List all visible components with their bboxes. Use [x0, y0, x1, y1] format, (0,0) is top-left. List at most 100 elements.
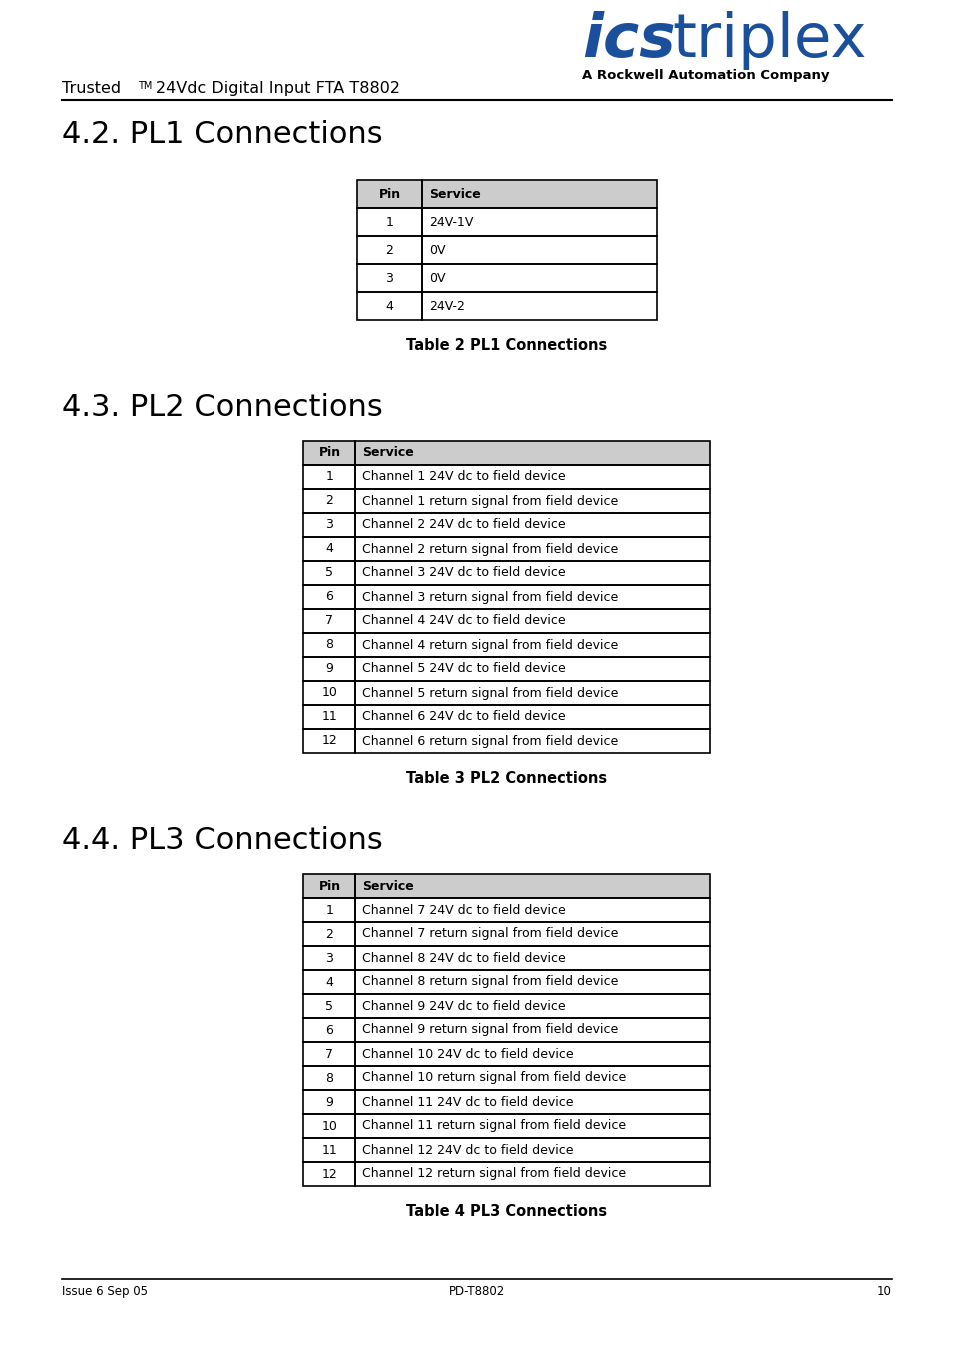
Text: 12: 12: [321, 735, 337, 747]
Text: Channel 7 return signal from field device: Channel 7 return signal from field devic…: [362, 928, 618, 940]
Text: 6: 6: [325, 590, 334, 604]
Text: Channel 1 24V dc to field device: Channel 1 24V dc to field device: [362, 470, 565, 484]
Bar: [355, 657, 710, 681]
Text: 5: 5: [325, 1000, 334, 1012]
Text: Pin: Pin: [318, 446, 340, 459]
Text: 2: 2: [385, 243, 393, 257]
Bar: [303, 681, 710, 705]
Bar: [355, 1090, 710, 1115]
Text: Channel 5 return signal from field device: Channel 5 return signal from field devic…: [362, 686, 618, 700]
Bar: [355, 513, 710, 536]
Bar: [303, 465, 710, 489]
Bar: [303, 705, 355, 730]
Bar: [303, 705, 710, 730]
Text: Issue 6 Sep 05: Issue 6 Sep 05: [62, 1285, 148, 1298]
Bar: [303, 440, 355, 465]
Text: 10: 10: [321, 1120, 337, 1132]
Text: 4: 4: [325, 543, 334, 555]
Text: 1: 1: [325, 470, 334, 484]
Text: PD-T8802: PD-T8802: [449, 1285, 504, 1298]
Bar: [303, 536, 710, 561]
Bar: [303, 657, 355, 681]
Bar: [303, 1066, 355, 1090]
Text: 2: 2: [325, 928, 334, 940]
Bar: [303, 874, 355, 898]
Text: Channel 4 return signal from field device: Channel 4 return signal from field devic…: [362, 639, 618, 651]
Bar: [303, 585, 710, 609]
Bar: [355, 489, 710, 513]
Bar: [303, 489, 710, 513]
Text: Table 3 PL2 Connections: Table 3 PL2 Connections: [406, 771, 607, 786]
Bar: [303, 921, 710, 946]
Bar: [355, 921, 710, 946]
Bar: [355, 946, 710, 970]
Bar: [355, 705, 710, 730]
Bar: [355, 1115, 710, 1138]
Bar: [355, 1019, 710, 1042]
Text: Channel 12 return signal from field device: Channel 12 return signal from field devi…: [362, 1167, 626, 1181]
Text: Pin: Pin: [318, 880, 340, 893]
Text: ics: ics: [581, 11, 675, 70]
Bar: [355, 970, 710, 994]
Bar: [421, 263, 657, 292]
Text: Service: Service: [429, 188, 480, 200]
Text: Channel 3 24V dc to field device: Channel 3 24V dc to field device: [362, 566, 565, 580]
Text: 7: 7: [325, 1047, 334, 1061]
Bar: [356, 263, 657, 292]
Bar: [303, 609, 355, 634]
Text: Channel 11 return signal from field device: Channel 11 return signal from field devi…: [362, 1120, 626, 1132]
Bar: [303, 970, 710, 994]
Bar: [355, 994, 710, 1019]
Bar: [303, 585, 355, 609]
Bar: [303, 730, 355, 753]
Bar: [355, 1138, 710, 1162]
Bar: [303, 970, 355, 994]
Bar: [303, 561, 710, 585]
Bar: [356, 208, 657, 236]
Bar: [303, 994, 355, 1019]
Bar: [303, 465, 355, 489]
Text: Channel 8 return signal from field device: Channel 8 return signal from field devic…: [362, 975, 618, 989]
Text: 5: 5: [325, 566, 334, 580]
Text: Service: Service: [362, 446, 414, 459]
Bar: [355, 609, 710, 634]
Bar: [303, 921, 355, 946]
Text: 4.2. PL1 Connections: 4.2. PL1 Connections: [62, 120, 382, 149]
Bar: [303, 1162, 710, 1186]
Bar: [303, 634, 355, 657]
Text: Channel 10 return signal from field device: Channel 10 return signal from field devi…: [362, 1071, 626, 1085]
Text: 8: 8: [325, 1071, 334, 1085]
Text: 4: 4: [325, 975, 334, 989]
Text: 12: 12: [321, 1167, 337, 1181]
Text: Channel 2 24V dc to field device: Channel 2 24V dc to field device: [362, 519, 565, 531]
Text: 1: 1: [385, 216, 393, 228]
Text: 9: 9: [325, 662, 334, 676]
Text: 2: 2: [325, 494, 334, 508]
Text: 10: 10: [321, 686, 337, 700]
Bar: [303, 513, 355, 536]
Text: Channel 4 24V dc to field device: Channel 4 24V dc to field device: [362, 615, 565, 627]
Bar: [355, 1066, 710, 1090]
Bar: [303, 513, 710, 536]
Text: 11: 11: [321, 1143, 337, 1156]
Text: A Rockwell Automation Company: A Rockwell Automation Company: [581, 69, 828, 82]
Text: Service: Service: [362, 880, 414, 893]
Bar: [356, 236, 657, 263]
Text: Channel 2 return signal from field device: Channel 2 return signal from field devic…: [362, 543, 618, 555]
Text: 7: 7: [325, 615, 334, 627]
Bar: [303, 898, 710, 921]
Bar: [303, 609, 710, 634]
Bar: [356, 180, 421, 208]
Bar: [303, 681, 355, 705]
Bar: [303, 1042, 355, 1066]
Bar: [303, 994, 710, 1019]
Text: 24V-1V: 24V-1V: [429, 216, 473, 228]
Text: 9: 9: [325, 1096, 334, 1109]
Bar: [303, 1138, 710, 1162]
Text: Table 4 PL3 Connections: Table 4 PL3 Connections: [406, 1204, 607, 1219]
Bar: [356, 236, 421, 263]
Text: Table 2 PL1 Connections: Table 2 PL1 Connections: [406, 338, 607, 353]
Text: Channel 12 24V dc to field device: Channel 12 24V dc to field device: [362, 1143, 574, 1156]
Bar: [356, 292, 421, 320]
Text: Trusted: Trusted: [62, 81, 121, 96]
